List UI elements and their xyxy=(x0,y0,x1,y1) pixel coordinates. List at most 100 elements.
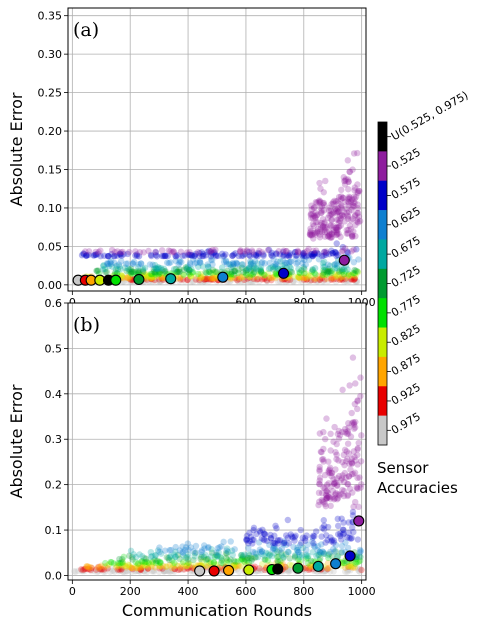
cloud-point xyxy=(172,553,179,560)
cloud-point xyxy=(335,219,343,226)
cloud-point xyxy=(274,258,281,265)
cloud-point xyxy=(345,472,353,480)
cloud-point xyxy=(284,516,292,524)
cloud-point xyxy=(235,278,242,285)
cloud-point xyxy=(187,568,195,575)
cloud-point xyxy=(208,553,215,560)
cloud-point xyxy=(329,250,336,257)
cloud-point xyxy=(206,559,213,567)
cloud-point xyxy=(114,566,122,573)
cloud-point xyxy=(321,500,329,508)
cloud-point xyxy=(161,567,169,575)
cloud-point xyxy=(326,262,334,269)
cloud-point xyxy=(196,257,204,265)
cloud-point xyxy=(186,266,193,274)
cloud-point xyxy=(230,268,237,275)
cloud-point xyxy=(196,249,203,257)
cloud-point xyxy=(354,269,362,276)
cloud-point xyxy=(332,224,339,232)
cloud-point xyxy=(247,261,254,268)
cloud-point xyxy=(247,533,255,541)
cloud-point xyxy=(172,252,179,260)
cloud-point xyxy=(331,197,338,204)
colorbar-segment xyxy=(378,298,387,328)
cloud-point xyxy=(203,564,210,571)
cloud-point xyxy=(116,566,123,573)
cloud-point xyxy=(168,564,176,572)
cloud-point xyxy=(263,537,271,545)
cloud-point xyxy=(98,566,105,573)
cloud-point xyxy=(160,265,168,273)
point-cloud xyxy=(71,354,365,576)
cloud-point xyxy=(285,252,293,260)
cloud-point xyxy=(135,253,143,260)
cloud-point xyxy=(146,560,153,567)
cloud-point xyxy=(344,568,351,575)
cloud-point xyxy=(113,262,120,270)
cloud-point xyxy=(287,258,294,266)
cloud-point xyxy=(126,248,133,256)
cloud-point xyxy=(356,474,363,481)
cloud-point xyxy=(346,222,354,229)
cloud-point xyxy=(211,248,218,256)
cloud-point xyxy=(130,268,137,276)
cloud-point xyxy=(323,532,330,539)
cloud-point xyxy=(152,248,159,256)
cloud-point xyxy=(272,261,279,268)
cloud-point xyxy=(333,451,340,458)
cloud-point xyxy=(148,553,156,560)
cloud-point xyxy=(324,214,332,222)
cloud-point xyxy=(334,251,341,259)
cloud-point xyxy=(311,249,318,257)
cloud-point xyxy=(339,428,346,436)
cloud-point xyxy=(186,267,193,274)
cloud-point xyxy=(93,267,101,275)
cloud-point xyxy=(163,563,170,571)
cloud-point xyxy=(71,567,78,575)
cloud-point xyxy=(274,540,282,547)
cloud-point xyxy=(155,276,163,283)
cloud-point xyxy=(152,271,159,278)
cloud-point xyxy=(289,534,296,541)
cloud-point xyxy=(303,546,310,554)
cloud-point xyxy=(312,198,320,206)
cloud-point xyxy=(226,558,233,565)
cloud-point xyxy=(92,248,99,256)
cloud-point xyxy=(350,269,357,277)
cloud-point xyxy=(254,260,261,267)
cloud-point xyxy=(286,263,293,270)
cloud-point xyxy=(333,228,340,236)
cloud-point xyxy=(271,542,278,550)
cloud-point xyxy=(291,552,299,559)
cloud-point xyxy=(246,274,253,281)
cloud-point xyxy=(345,563,352,571)
cloud-point xyxy=(299,252,306,259)
cloud-point xyxy=(316,430,324,437)
cloud-point xyxy=(166,561,174,569)
cloud-point xyxy=(310,251,318,258)
cloud-point xyxy=(261,556,268,563)
cloud-point xyxy=(228,275,236,282)
cloud-point xyxy=(333,275,340,283)
cloud-point xyxy=(167,248,174,255)
cloud-point xyxy=(126,567,133,574)
cloud-point xyxy=(335,491,342,498)
cloud-point xyxy=(121,264,129,271)
cloud-point xyxy=(347,272,355,279)
cloud-point xyxy=(78,567,86,574)
cloud-point xyxy=(332,205,339,213)
cloud-point xyxy=(115,562,123,569)
cloud-point xyxy=(205,268,213,276)
cloud-point xyxy=(342,268,349,275)
cloud-point xyxy=(185,269,192,276)
cloud-point xyxy=(261,271,268,279)
cloud-point xyxy=(327,207,334,214)
cloud-point xyxy=(338,536,345,543)
cloud-point xyxy=(250,263,258,270)
cloud-point xyxy=(294,544,301,551)
cloud-point xyxy=(248,259,255,266)
cloud-point xyxy=(146,261,154,268)
cloud-point xyxy=(338,202,345,209)
cloud-point xyxy=(340,194,347,202)
cloud-point xyxy=(250,536,257,544)
